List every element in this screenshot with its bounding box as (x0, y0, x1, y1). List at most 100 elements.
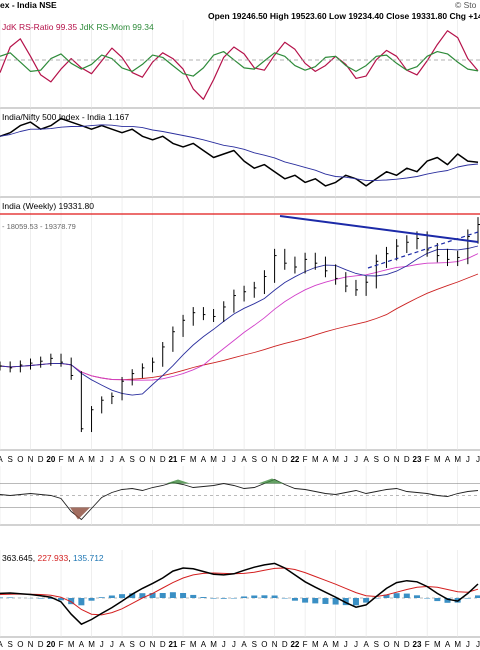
time-axis-label-bottom: 23 (413, 640, 422, 649)
ohlc-readout: Open 19246.50 High 19523.60 Low 19234.40… (208, 11, 480, 21)
time-axis-label: D (160, 455, 166, 464)
macd-signal-line (0, 567, 479, 616)
macd-histogram-bar (413, 595, 420, 598)
macd-histogram-bar (464, 598, 471, 599)
ma-mid-line (0, 253, 479, 381)
time-axis-label-bottom: J (232, 640, 236, 649)
time-axis-label-bottom: A (241, 640, 247, 649)
time-axis-label-bottom: N (272, 640, 278, 649)
time-axis-label-bottom: J (100, 640, 104, 649)
macd-histogram-bar (210, 598, 217, 599)
time-axis-label: O (383, 455, 389, 464)
time-axis-label-bottom: F (59, 640, 64, 649)
macd-histogram-bar (444, 598, 451, 603)
macd-histogram-bar (302, 598, 309, 603)
time-axis-label: F (181, 455, 186, 464)
time-axis-label: J (222, 455, 226, 464)
histogram-value: 135.712 (72, 553, 104, 563)
rising-trendline (367, 231, 479, 269)
time-axis-label-bottom: M (332, 640, 339, 649)
macd-histogram-bar (322, 598, 329, 604)
time-axis-label: A (445, 455, 451, 464)
time-axis-label: S (252, 455, 257, 464)
time-axis-label: O (261, 455, 267, 464)
time-axis-label: A (201, 455, 207, 464)
time-axis-label-bottom: F (425, 640, 430, 649)
macd-histogram-bar (108, 595, 115, 598)
time-axis-label-bottom: O (261, 640, 267, 649)
macd-histogram-bar (180, 593, 187, 598)
macd-value: 363.645 (2, 553, 33, 563)
time-axis-label: J (466, 455, 470, 464)
ma-short-line (0, 245, 479, 396)
time-axis-label: J (110, 455, 114, 464)
macd-histogram-bar (139, 593, 146, 598)
time-axis-label: N (394, 455, 400, 464)
time-axis-label-bottom: A (201, 640, 207, 649)
macd-histogram-bar (7, 597, 14, 598)
time-axis-label: J (100, 455, 104, 464)
time-axis-label: F (303, 455, 308, 464)
time-axis-label-bottom: S (7, 640, 12, 649)
time-axis-label: 23 (413, 455, 422, 464)
relative-strength-average (0, 124, 479, 181)
relative-legend: India/Nifty 500 Index - India 1.167 (2, 112, 130, 122)
rs-mom-label: JdK RS-Mom 99.34 (79, 22, 154, 32)
macd-histogram-bar (149, 593, 156, 598)
macd-histogram-bar (251, 595, 258, 598)
time-axis-label: D (282, 455, 288, 464)
time-axis-label: A (0, 455, 3, 464)
time-axis-label-bottom: M (454, 640, 461, 649)
time-axis-label-bottom: A (79, 640, 85, 649)
macd-histogram-bar (200, 597, 207, 598)
macd-histogram-bar (281, 598, 288, 599)
macd-histogram-bar (434, 598, 441, 602)
time-axis-label-bottom: M (312, 640, 319, 649)
oscillator-oversold-fill (70, 507, 90, 520)
signal-value: 227.933 (37, 553, 69, 563)
macd-histogram-bar (129, 593, 136, 598)
time-axis-label-bottom: M (210, 640, 217, 649)
time-axis-label-bottom: N (394, 640, 400, 649)
time-axis-label: N (150, 455, 156, 464)
macd-histogram-bar (271, 595, 278, 598)
time-axis-label: M (68, 455, 75, 464)
time-axis-label-bottom: D (282, 640, 288, 649)
macd-histogram-bar (393, 593, 400, 598)
time-axis-label: N (272, 455, 278, 464)
time-axis-label-bottom: N (28, 640, 34, 649)
time-axis-label: D (38, 455, 44, 464)
time-axis-label: D (404, 455, 410, 464)
ma-long-line (0, 273, 479, 381)
macd-histogram-bar (119, 594, 126, 598)
oscillator-overbought-fill (166, 479, 190, 484)
macd-legend: 363.645, 227.933, 135.712 (2, 553, 104, 563)
time-axis-label: N (28, 455, 34, 464)
time-axis-label: M (210, 455, 217, 464)
time-axis-label-bottom: S (130, 640, 135, 649)
time-axis-label: A (323, 455, 329, 464)
time-axis-label-bottom: O (383, 640, 389, 649)
time-axis-label: F (425, 455, 430, 464)
time-axis-label: J (344, 455, 348, 464)
watermark: © Sto (455, 0, 477, 10)
time-axis-label-bottom: O (139, 640, 145, 649)
time-axis-label-bottom: F (303, 640, 308, 649)
time-axis-label-bottom: A (363, 640, 369, 649)
time-axis-label: J (476, 455, 480, 464)
time-axis-label-bottom: A (445, 640, 451, 649)
macd-histogram-bar (312, 598, 319, 604)
time-axis-label-bottom: J (110, 640, 114, 649)
rrg-legend: JdK RS-Ratio 99.35 JdK RS-Mom 99.34 (2, 22, 154, 32)
time-axis-label: M (332, 455, 339, 464)
time-axis-label: M (312, 455, 319, 464)
time-axis-label: M (454, 455, 461, 464)
macd-histogram-bar (363, 598, 370, 603)
macd-histogram-bar (37, 598, 44, 599)
macd-histogram-bar (88, 598, 95, 601)
macd-histogram-bar (342, 598, 349, 606)
macd-histogram-bar (159, 593, 166, 598)
macd-histogram-bar (424, 598, 431, 599)
macd-histogram-bar (291, 598, 298, 601)
time-axis-label: 20 (46, 455, 55, 464)
